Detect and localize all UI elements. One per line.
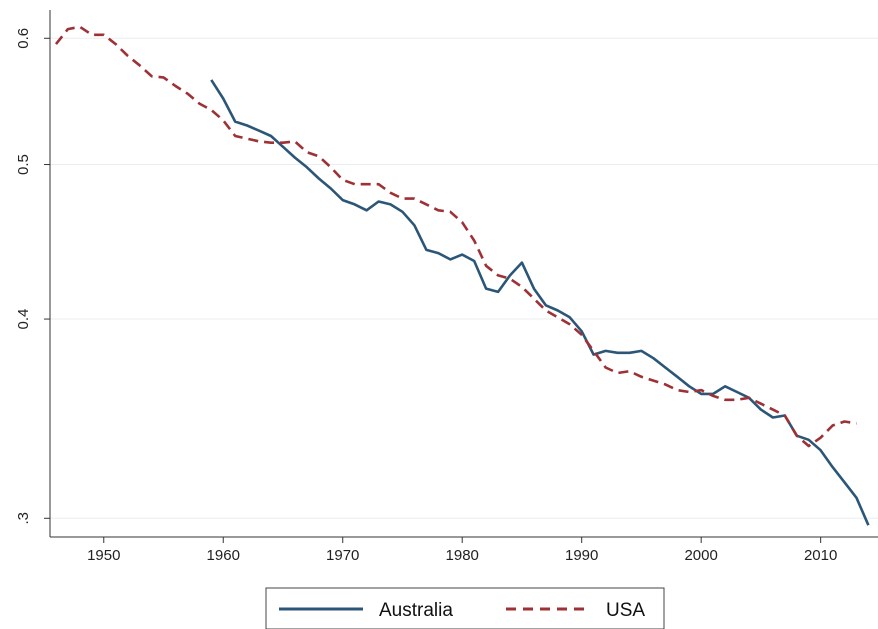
legend-label-usa: USA: [606, 600, 645, 621]
y-axis-ticks: .3 0.4 0.5 0.6: [15, 28, 50, 525]
axes: [49, 10, 878, 538]
x-tick-label: 2000: [684, 547, 717, 564]
x-tick-label: 1960: [207, 547, 240, 564]
x-axis-ticks: 1950 1960 1970 1980 1990 2000 2010: [87, 537, 837, 564]
x-tick-label: 1980: [446, 547, 479, 564]
series-line-usa: [54, 25, 857, 448]
legend: Australia USA: [265, 587, 665, 629]
y-tick-label: 0.4: [15, 309, 32, 330]
grid-lines: [50, 37, 878, 519]
x-tick-label: 2010: [804, 547, 837, 564]
x-tick-label: 1970: [326, 547, 359, 564]
x-tick-label: 1950: [87, 547, 120, 564]
y-tick-label: 0.5: [15, 154, 32, 175]
series-layer: [54, 25, 870, 526]
x-tick-label: 1990: [565, 547, 598, 564]
series-line-australia: [210, 79, 870, 526]
legend-label-australia: Australia: [379, 600, 453, 621]
y-tick-label: 0.6: [15, 28, 32, 49]
y-tick-label: .3: [15, 512, 32, 525]
